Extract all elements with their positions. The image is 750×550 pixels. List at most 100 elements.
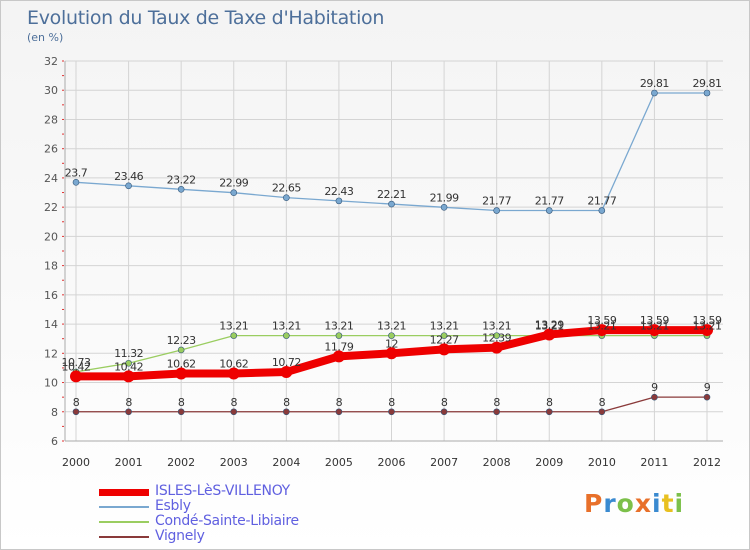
data-point <box>595 324 608 337</box>
data-label: 13.21 <box>482 320 511 333</box>
data-point <box>701 324 713 337</box>
data-label: 13.21 <box>587 320 616 333</box>
data-point <box>490 341 503 354</box>
data-point <box>283 194 290 201</box>
data-label: 21.77 <box>535 195 564 208</box>
data-point <box>493 332 500 339</box>
data-point <box>545 207 553 214</box>
data-label: 13.29 <box>535 318 564 331</box>
legend-swatch <box>99 488 149 496</box>
y-tick-label: 28 <box>44 113 58 126</box>
data-label: 8 <box>231 396 238 409</box>
y-tick-label: 10 <box>44 377 58 390</box>
data-point <box>703 89 711 97</box>
x-tick-label: 2000 <box>62 456 90 469</box>
x-tick-label: 2009 <box>535 456 563 469</box>
x-tick-label: 2008 <box>483 456 511 469</box>
data-label: 13.21 <box>219 320 248 333</box>
x-tick-label: 2005 <box>325 456 353 469</box>
data-point <box>227 367 240 380</box>
data-label: 11.79 <box>324 340 353 353</box>
x-tick-label: 2010 <box>588 456 616 469</box>
x-tick-label: 2007 <box>430 456 458 469</box>
x-tick-label: 2006 <box>378 456 406 469</box>
data-point <box>598 207 606 214</box>
data-point <box>175 367 188 380</box>
data-label: 9 <box>651 381 658 394</box>
legend-label: Vignely <box>155 528 205 544</box>
data-label: 13.21 <box>693 320 722 333</box>
logo-letter: P <box>584 489 604 518</box>
data-label: 12.23 <box>167 334 196 347</box>
data-point <box>177 408 185 416</box>
legend-label: Esbly <box>155 498 191 514</box>
data-point <box>438 343 451 356</box>
x-tick-label: 2004 <box>272 456 300 469</box>
legend-swatch <box>99 536 149 538</box>
data-point <box>388 200 395 208</box>
data-point <box>648 324 661 337</box>
data-label: 10.72 <box>272 356 301 369</box>
data-label: 8 <box>599 396 606 409</box>
data-label: 23.22 <box>167 173 196 186</box>
logo-letter: x <box>634 489 652 518</box>
legend-label: ISLES-LèS-VILLENOY <box>155 483 290 499</box>
data-point <box>122 370 135 383</box>
data-point <box>230 408 238 416</box>
data-label: 8 <box>493 396 500 409</box>
data-point <box>335 197 343 205</box>
data-label: 21.77 <box>587 195 616 208</box>
data-label: 13.59 <box>693 314 722 327</box>
logo-letter: t <box>661 489 675 518</box>
data-label: 13.21 <box>272 320 301 333</box>
data-label: 8 <box>73 396 80 409</box>
x-tick-label: 2001 <box>115 456 143 469</box>
y-tick-label: 12 <box>44 347 58 360</box>
data-label: 8 <box>388 396 395 409</box>
legend-swatch <box>99 506 149 508</box>
data-point <box>332 350 345 363</box>
data-label: 13.59 <box>640 314 669 327</box>
data-point <box>280 366 293 379</box>
data-label: 13.21 <box>535 320 564 333</box>
data-point <box>70 370 82 383</box>
legend-swatch <box>99 521 149 523</box>
data-point <box>543 328 556 341</box>
logo-letter: r <box>603 489 617 518</box>
plot-area <box>65 61 723 441</box>
data-point <box>125 182 132 190</box>
data-label: 10.73 <box>62 356 91 369</box>
data-point <box>440 408 448 416</box>
data-point <box>651 393 658 401</box>
y-tick-label: 16 <box>44 289 58 302</box>
x-tick-label: 2002 <box>167 456 195 469</box>
data-point <box>283 332 290 339</box>
data-label: 9 <box>704 381 711 394</box>
data-point <box>440 204 448 211</box>
data-label: 8 <box>441 396 448 409</box>
data-label: 10.62 <box>167 357 196 370</box>
data-point <box>598 408 606 416</box>
logo-letter: i <box>674 489 685 518</box>
y-tick-label: 6 <box>51 435 58 448</box>
chart-title: Evolution du Taux de Taxe d'Habitation <box>27 7 385 29</box>
data-label: 8 <box>125 396 132 409</box>
y-tick-label: 22 <box>44 201 58 214</box>
data-point <box>385 347 398 360</box>
data-point <box>72 408 80 416</box>
data-label: 12.27 <box>430 333 459 346</box>
data-label: 22.43 <box>324 185 353 198</box>
data-point <box>125 408 132 416</box>
data-label: 22.99 <box>219 177 248 190</box>
data-label: 29.81 <box>693 77 722 90</box>
logo-letter: o <box>616 489 635 518</box>
data-point <box>651 89 658 97</box>
data-label: 8 <box>283 396 290 409</box>
chart-subtitle: (en %) <box>27 31 64 44</box>
data-point <box>545 408 553 416</box>
data-label: 23.7 <box>65 166 88 179</box>
data-point <box>335 332 343 339</box>
data-label: 21.77 <box>482 195 511 208</box>
